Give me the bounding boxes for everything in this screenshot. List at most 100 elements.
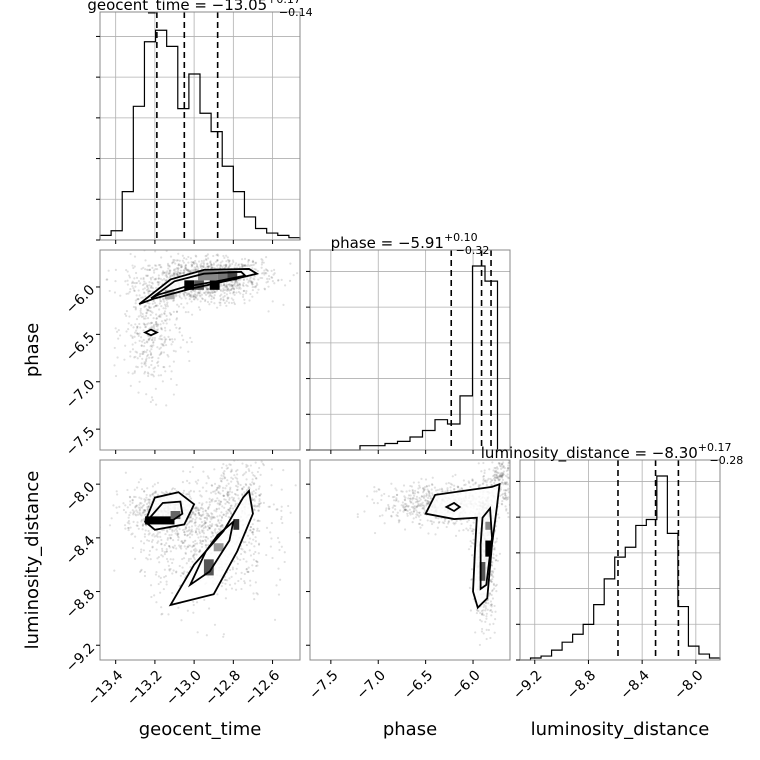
sample-point bbox=[188, 493, 191, 496]
sample-point bbox=[153, 366, 157, 369]
sample-point bbox=[165, 298, 168, 302]
sample-point bbox=[199, 535, 202, 538]
sample-point bbox=[490, 614, 493, 617]
sample-point bbox=[193, 512, 196, 516]
sample-point bbox=[482, 479, 485, 482]
sample-point bbox=[145, 393, 148, 396]
sample-point bbox=[147, 374, 150, 378]
sample-point bbox=[114, 268, 118, 271]
sample-point bbox=[252, 490, 255, 493]
sample-point bbox=[178, 271, 181, 275]
sample-point bbox=[173, 269, 176, 272]
sample-point bbox=[266, 277, 269, 280]
sample-point bbox=[512, 503, 514, 505]
sample-point bbox=[149, 558, 152, 561]
sample-point bbox=[441, 521, 444, 524]
sample-point bbox=[194, 296, 198, 300]
sample-point bbox=[173, 259, 176, 262]
sample-point bbox=[140, 315, 144, 318]
sample-point bbox=[138, 511, 141, 514]
sample-point bbox=[490, 570, 494, 573]
sample-point bbox=[157, 540, 160, 543]
sample-point bbox=[507, 466, 510, 469]
sample-point bbox=[491, 556, 495, 559]
sample-point bbox=[204, 509, 207, 512]
sample-point bbox=[493, 474, 496, 477]
sample-point bbox=[254, 505, 257, 508]
sample-point bbox=[176, 270, 179, 274]
sample-point bbox=[136, 325, 139, 328]
sample-point bbox=[251, 295, 254, 298]
sample-point bbox=[161, 273, 164, 276]
sample-point bbox=[155, 277, 158, 280]
sample-point bbox=[511, 502, 513, 504]
sample-point bbox=[156, 268, 159, 271]
sample-point bbox=[200, 525, 203, 528]
sample-point bbox=[159, 299, 162, 302]
sample-point bbox=[417, 491, 420, 494]
x-tick-label: −8.0 bbox=[671, 667, 706, 702]
sample-point bbox=[425, 495, 428, 498]
sample-point bbox=[204, 544, 207, 547]
sample-point bbox=[403, 528, 407, 531]
sample-point bbox=[190, 519, 193, 522]
sample-point bbox=[484, 605, 487, 608]
sample-point bbox=[210, 530, 213, 534]
sample-point bbox=[181, 541, 184, 544]
sample-point bbox=[405, 490, 408, 493]
sample-point bbox=[191, 560, 194, 563]
sample-point bbox=[251, 267, 254, 270]
sample-point bbox=[219, 500, 222, 503]
sample-point bbox=[254, 550, 257, 554]
sample-point bbox=[154, 268, 157, 271]
sample-point bbox=[175, 310, 179, 313]
sample-point bbox=[133, 488, 136, 491]
sample-point bbox=[191, 517, 194, 520]
density-bin bbox=[145, 516, 175, 525]
sample-point bbox=[179, 272, 182, 275]
sample-point bbox=[163, 271, 167, 274]
sample-point bbox=[397, 500, 400, 503]
sample-point bbox=[149, 278, 153, 281]
sample-point bbox=[190, 291, 193, 294]
sample-point bbox=[234, 285, 237, 288]
sample-point bbox=[228, 493, 231, 496]
sample-point bbox=[210, 294, 213, 297]
sample-point bbox=[225, 304, 228, 307]
sample-point bbox=[177, 271, 180, 274]
sample-point bbox=[151, 373, 154, 376]
sample-point bbox=[239, 278, 242, 281]
sample-point bbox=[505, 498, 508, 501]
sample-point bbox=[132, 287, 135, 290]
sample-point bbox=[208, 497, 211, 500]
sample-point bbox=[527, 499, 529, 501]
sample-point bbox=[178, 326, 182, 330]
sample-point bbox=[269, 545, 272, 548]
sample-point bbox=[137, 527, 140, 530]
sample-point bbox=[142, 542, 146, 545]
sample-point bbox=[254, 268, 258, 271]
sample-point bbox=[497, 477, 500, 481]
sample-point bbox=[227, 266, 231, 269]
sample-point bbox=[131, 348, 135, 351]
sample-point bbox=[149, 495, 152, 498]
sample-point bbox=[247, 263, 250, 266]
sample-point bbox=[502, 497, 506, 501]
sample-point bbox=[511, 483, 513, 485]
sample-point bbox=[226, 512, 229, 515]
sample-point bbox=[273, 282, 276, 285]
sample-point bbox=[223, 289, 227, 292]
sample-point bbox=[152, 306, 156, 309]
sample-point bbox=[412, 510, 415, 513]
sample-point bbox=[498, 516, 501, 519]
sample-point bbox=[179, 266, 183, 269]
sample-point bbox=[195, 601, 199, 604]
sample-point bbox=[218, 486, 221, 490]
sample-point bbox=[97, 487, 99, 489]
sample-point bbox=[207, 543, 210, 547]
sample-point bbox=[428, 491, 431, 494]
sample-point bbox=[116, 356, 119, 359]
sample-point bbox=[131, 501, 134, 505]
sample-point bbox=[492, 582, 495, 585]
sample-point bbox=[199, 540, 203, 543]
